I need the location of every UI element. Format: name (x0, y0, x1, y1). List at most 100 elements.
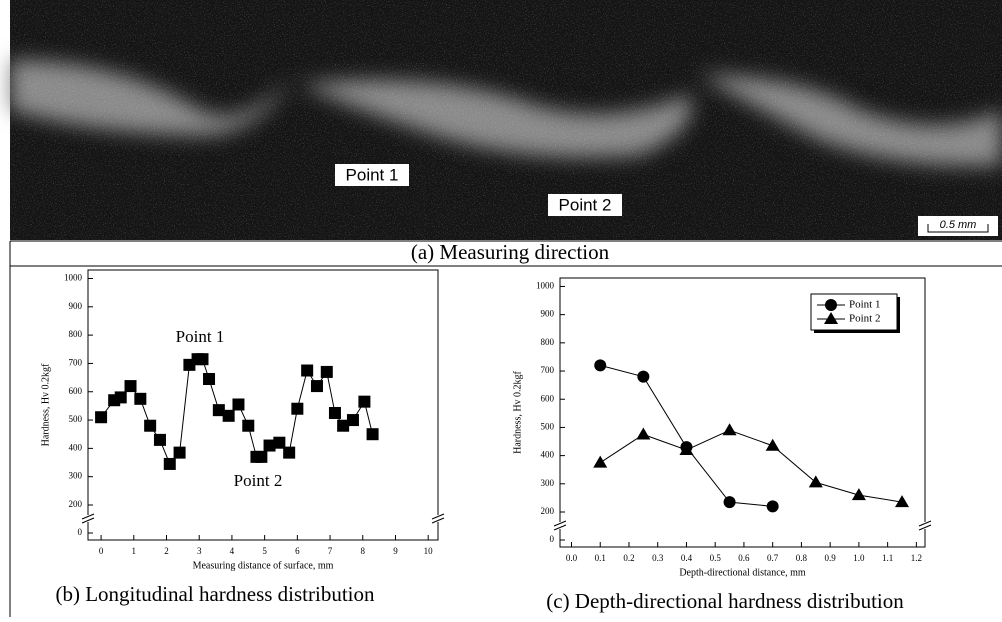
y-tick-label: 600 (541, 393, 555, 403)
y-tick-label: 200 (541, 506, 555, 516)
y-tick-label: 400 (541, 450, 555, 460)
axis-break (920, 522, 930, 529)
marker (173, 446, 186, 459)
x-tick-label: 0.6 (738, 553, 750, 563)
point-label: Point 1 (346, 165, 399, 184)
marker (273, 436, 286, 449)
point-label: Point 2 (559, 195, 612, 214)
y-tick-label: 500 (69, 414, 83, 424)
plot-frame (559, 277, 926, 548)
micrograph: Point 1 Point 2 0.5 mm (10, 0, 1002, 240)
marker (320, 365, 333, 378)
x-tick-label: 10 (424, 546, 434, 556)
marker (263, 439, 276, 452)
y-tick-label: 500 (541, 421, 555, 431)
x-tick-label: 0.2 (623, 553, 634, 563)
marker (153, 433, 166, 446)
marker (366, 428, 379, 441)
y-axis-label: Hardness, Hv 0.2kgf (512, 370, 523, 453)
axis-break (431, 517, 445, 524)
marker (114, 391, 127, 404)
caption: (a) Measuring direction (411, 240, 610, 264)
legend-marker (825, 299, 837, 311)
x-tick-label: 1.1 (882, 553, 893, 563)
legend-box (810, 293, 898, 331)
y-tick-label: 700 (69, 357, 83, 367)
x-tick-label: 0.1 (595, 553, 606, 563)
marker (358, 395, 371, 408)
y-tick-label: 800 (69, 329, 83, 339)
x-tick-label: 0.9 (825, 553, 837, 563)
marker (255, 450, 268, 463)
marker (594, 359, 607, 372)
y-tick-label: 1000 (536, 281, 555, 291)
marker (722, 423, 737, 436)
marker (679, 442, 694, 455)
x-tick-label: 0.7 (767, 553, 779, 563)
axis-break (81, 513, 95, 520)
y-tick-label: 300 (541, 478, 555, 488)
y-tick-label: 400 (69, 442, 83, 452)
series-line (600, 364, 773, 507)
marker (203, 373, 216, 386)
marker (134, 392, 147, 405)
x-tick-label: 9 (393, 546, 398, 556)
marker (291, 402, 304, 415)
y-tick-label: 900 (541, 309, 555, 319)
caption: (c) Depth-directional hardness distribut… (546, 589, 904, 613)
x-tick-label: 6 (295, 546, 300, 556)
x-axis-label: Measuring distance of surface, mm (193, 560, 334, 571)
marker (593, 455, 608, 468)
x-tick-label: 0.3 (652, 553, 664, 563)
axis-break (83, 515, 93, 522)
marker (328, 406, 341, 419)
marker (232, 398, 245, 411)
marker (301, 364, 314, 377)
y-tick-label: 0 (550, 534, 555, 544)
marker (346, 414, 359, 427)
marker (95, 411, 108, 424)
x-tick-label: 0.5 (710, 553, 722, 563)
marker (196, 353, 209, 366)
marker (895, 495, 910, 508)
marker (222, 409, 235, 422)
x-tick-label: 4 (230, 546, 235, 556)
x-tick-label: 1 (132, 546, 137, 556)
axis-break (553, 520, 567, 527)
axis-break (553, 524, 567, 531)
x-tick-label: 1.2 (911, 553, 922, 563)
marker (851, 488, 866, 501)
x-tick-label: 2 (164, 546, 169, 556)
marker (212, 404, 225, 417)
x-tick-label: 5 (262, 546, 267, 556)
marker (310, 380, 323, 393)
caption: (b) Longitudinal hardness distribution (55, 582, 375, 606)
annotation: Point 2 (234, 471, 283, 490)
marker (163, 457, 176, 470)
x-tick-label: 7 (328, 546, 333, 556)
x-axis-label: Depth-directional distance, mm (679, 567, 806, 578)
legend-label: Point 2 (849, 313, 880, 325)
marker (637, 370, 650, 383)
marker (242, 419, 255, 432)
marker (283, 446, 296, 459)
axis-break (918, 520, 932, 527)
y-tick-label: 0 (78, 527, 83, 537)
axis-break (918, 524, 932, 531)
scale-bar: 0.5 mm (940, 219, 977, 231)
y-tick-label: 600 (69, 386, 83, 396)
axis-break (431, 513, 445, 520)
series-line (599, 429, 903, 503)
marker (808, 475, 823, 488)
x-tick-label: 0.0 (566, 553, 578, 563)
y-tick-label: 200 (69, 499, 83, 509)
legend-marker (824, 312, 838, 324)
marker (124, 380, 137, 393)
y-tick-label: 700 (541, 365, 555, 375)
marker (766, 500, 779, 513)
y-tick-label: 300 (69, 471, 83, 481)
marker (765, 438, 780, 451)
x-tick-label: 1.0 (853, 553, 865, 563)
x-tick-label: 0.4 (681, 553, 693, 563)
